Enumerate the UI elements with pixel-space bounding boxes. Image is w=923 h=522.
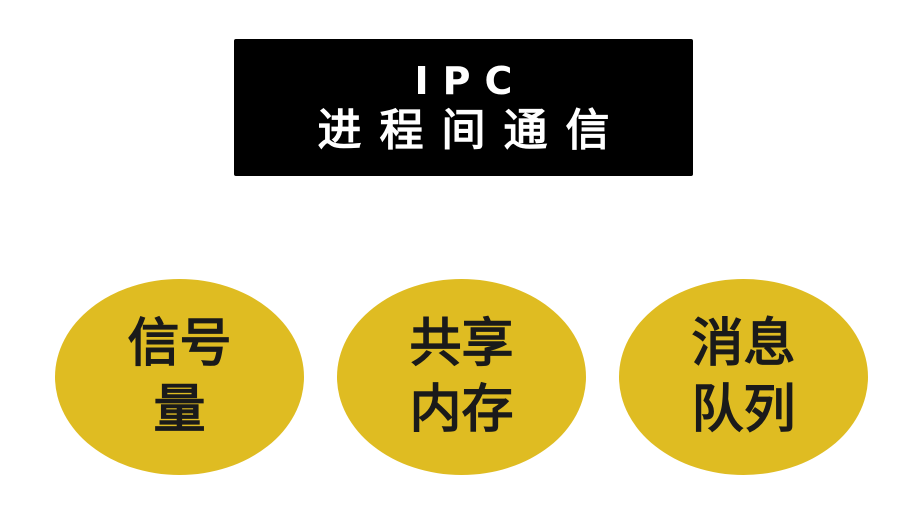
title-box: IPC 进程间通信 — [234, 39, 693, 176]
ellipse-label-message-queue: 消息队列 — [691, 314, 796, 440]
ellipse-message-queue: 消息队列 — [619, 279, 868, 475]
title-line2: 进程间通信 — [317, 104, 628, 156]
ellipse-label-shared-memory: 共享内存 — [409, 314, 514, 440]
ellipse-semaphore: 信号量 — [55, 279, 304, 475]
ellipse-shared-memory: 共享内存 — [337, 279, 586, 475]
title-line1: IPC — [414, 58, 527, 103]
ellipse-label-semaphore: 信号量 — [127, 314, 232, 440]
